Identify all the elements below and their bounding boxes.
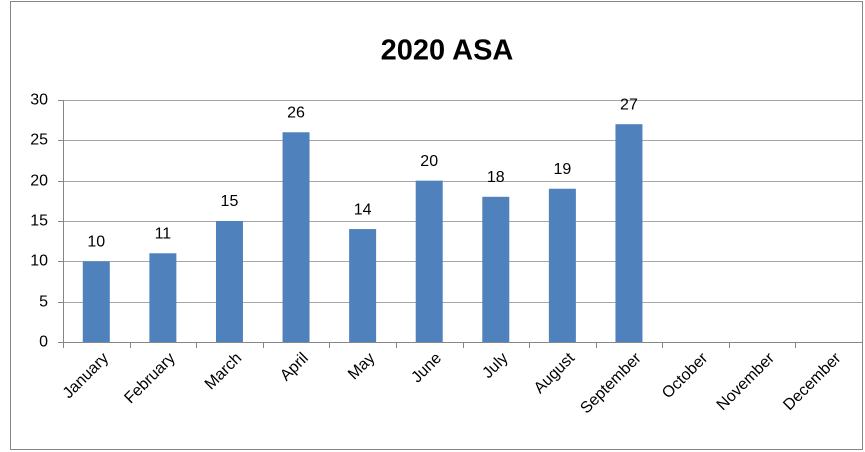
bar (482, 196, 510, 342)
bar (149, 253, 177, 342)
data-label: 14 (354, 201, 372, 218)
data-label: 26 (287, 104, 305, 121)
data-label: 19 (553, 161, 571, 178)
y-tick-label: 10 (30, 253, 48, 270)
y-tick-label: 15 (30, 213, 48, 230)
data-label: 20 (420, 153, 438, 170)
y-tick-label: 20 (30, 173, 48, 190)
y-tick-label: 5 (39, 294, 48, 311)
bar (215, 221, 243, 342)
chart-title: 2020 ASA (381, 35, 514, 67)
data-label: 11 (155, 225, 172, 242)
bar (415, 180, 443, 342)
bar (349, 229, 377, 342)
data-label: 10 (87, 234, 105, 251)
y-tick-label: 0 (39, 334, 48, 351)
bar (82, 261, 110, 342)
data-label: 27 (620, 96, 638, 113)
data-label: 18 (487, 169, 505, 186)
y-tick-label: 25 (30, 132, 48, 149)
bar (282, 132, 310, 342)
bar (548, 188, 576, 342)
y-tick-label: 30 (30, 92, 48, 109)
bar (615, 124, 643, 342)
data-label: 15 (221, 193, 239, 210)
